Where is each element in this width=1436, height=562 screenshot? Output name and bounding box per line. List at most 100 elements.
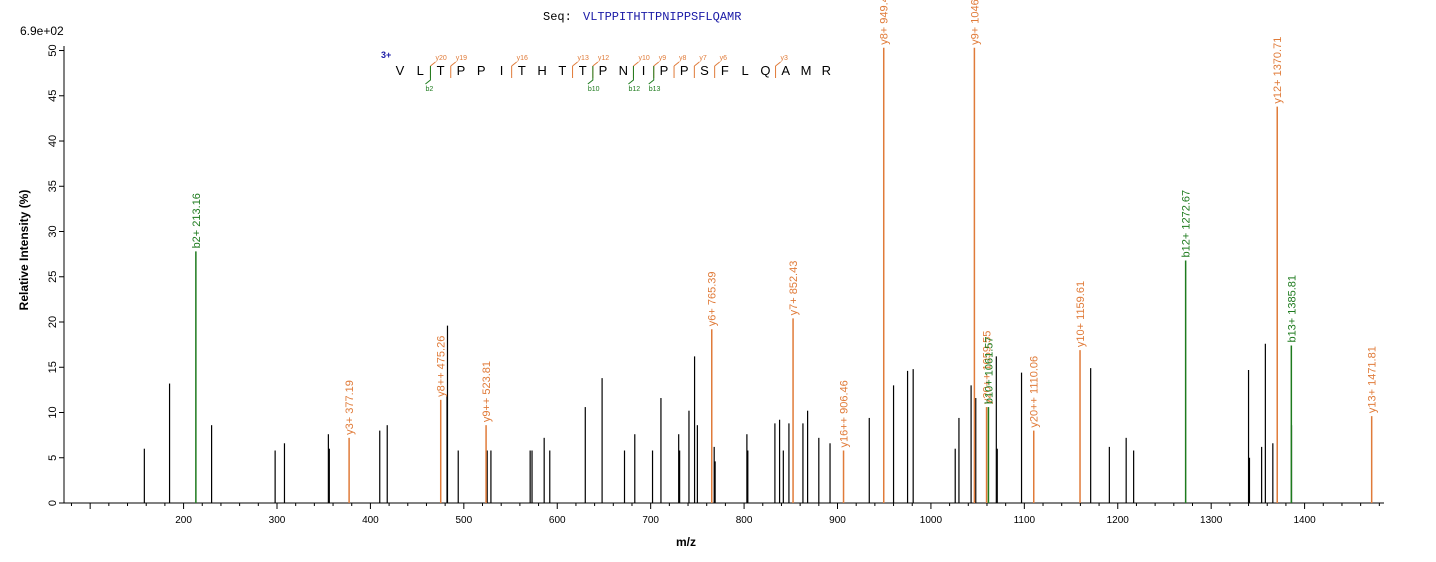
residue-letter: T [437,63,445,78]
x-tick-label: 1200 [1107,515,1130,526]
y-fragment-mark [572,61,578,78]
b-fragment-mark [425,66,431,85]
y-fragment-mark [511,61,517,78]
y-fragment-label: y6 [720,55,728,62]
max-intensity-label: 6.9e+02 [20,24,64,38]
y-fragment-mark [693,61,700,78]
y-fragment-mark [775,61,781,78]
residue-letter: I [500,63,504,78]
x-tick-label: 200 [175,515,192,526]
residue-letter: M [801,63,812,78]
y-fragment-label: y9 [659,55,667,62]
y-fragment-label: y20 [435,55,446,62]
residue-letter: H [537,63,546,78]
residue-letter: T [518,63,526,78]
peak-labels-layer: y3+ 377.19 y8++ 475.26 y9++ 523.81 y6+ 765.… [191,0,1379,448]
b-fragment-mark [587,66,594,85]
y-ion-peak-label: y9++ 523.81 [481,361,493,422]
y-fragment-label: y12 [598,55,609,62]
b-fragment-label: b10 [588,86,600,93]
residue-letter: T [558,63,566,78]
b-ion-peak-label: b10+ 1061.57 [983,336,995,404]
y-tick-label: 10 [47,406,59,418]
x-tick-label: 1100 [1014,515,1036,526]
y-ion-peak-label: y16++ 906.46 [839,380,851,447]
residue-letter: P [680,63,689,78]
y-tick-label: 30 [47,225,59,237]
y-ion-peak-label: y7+ 852.43 [788,261,800,316]
y-ion-peak-label: y8++ 475.26 [436,336,448,397]
x-tick-label: 1300 [1200,515,1223,526]
residue-letter: F [721,63,729,78]
b-fragment-label: b12 [628,86,640,93]
x-tick-label: 1400 [1293,515,1316,526]
y-fragment-mark [632,61,639,78]
residue-letter: N [619,63,628,78]
x-tick-label: 900 [829,515,846,526]
y-fragment-mark [429,61,436,78]
residue-letter: L [741,63,748,78]
residue-letter: T [579,63,587,78]
b-ion-peak-label: b13+ 1385.81 [1286,275,1298,343]
y-ion-peak-label: y12+ 1370.71 [1272,37,1284,104]
residue-letter: L [417,63,424,78]
x-tick-label: 600 [549,515,566,526]
charge-label: 3+ [381,50,391,60]
y-axis-label: Relative Intensity (%) [17,190,31,311]
residue-letter: A [781,63,790,78]
b-fragment-mark [628,66,634,85]
y-tick-label: 50 [47,44,59,56]
b-ion-peak-label: b12+ 1272.67 [1181,190,1193,258]
x-axis-label: m/z [676,535,696,549]
b-fragment-label: b2 [425,86,433,93]
y-fragment-mark [450,61,457,78]
y-tick-label: 25 [47,271,59,283]
y-fragment-label: y16 [517,55,528,62]
sequence-value: VLTPPITHTTPNIPPSFLQAMR [583,10,741,24]
y-fragment-label: y3 [781,55,789,62]
y-tick-label: 20 [47,316,59,328]
y-ion-peak-label: y13+ 1471.81 [1367,346,1379,413]
x-tick-label: 300 [269,515,286,526]
y-fragment-mark [653,61,660,78]
y-ion-peak-label: y3+ 377.19 [344,380,356,435]
b-ion-peak-label: b2+ 213.16 [191,193,203,248]
residue-letter: S [700,63,709,78]
b-fragment-label: b13 [649,86,661,93]
y-tick-label: 0 [47,500,59,506]
y-fragment-label: y7 [699,55,707,62]
axis-ticks: 0 5 10 15 20 25 30 35 40 45 50 200 300 400 500 600 700 80… [47,44,1380,526]
peaks-layer [143,47,1373,503]
y-fragment-label: y10 [638,55,649,62]
residue-letter: P [477,63,486,78]
y-fragment-label: y19 [456,55,467,62]
x-tick-label: 1000 [920,515,943,526]
y-fragment-mark [714,61,720,78]
y-fragment-label: y13 [578,55,589,62]
y-tick-label: 45 [47,90,59,102]
b-fragment-mark [648,66,655,85]
residue-letter: R [822,63,831,78]
y-ion-peak-label: y9+ 1046.54 [969,0,981,45]
x-tick-label: 800 [736,515,753,526]
y-ion-peak-label: y8+ 949.49 [879,0,891,45]
sequence-label: Seq: [543,10,572,24]
residue-letter: P [599,63,608,78]
y-fragment-mark [592,61,599,78]
y-tick-label: 15 [47,361,59,373]
y-tick-label: 40 [47,135,59,147]
x-tick-label: 500 [455,515,472,526]
residue-letter: I [642,63,646,78]
y-tick-label: 35 [47,180,59,192]
residue-letter: P [457,63,466,78]
x-tick-label: 400 [362,515,379,526]
y-fragment-label: y8 [679,55,687,62]
y-ion-peak-label: y20++ 1110.06 [1029,356,1041,428]
y-ion-peak-label: y10+ 1159.61 [1075,281,1087,347]
residue-letter: Q [760,63,770,78]
x-tick-label: 700 [642,515,659,526]
y-ion-peak-label: y6+ 765.39 [707,271,719,326]
residue-letter: P [660,63,669,78]
